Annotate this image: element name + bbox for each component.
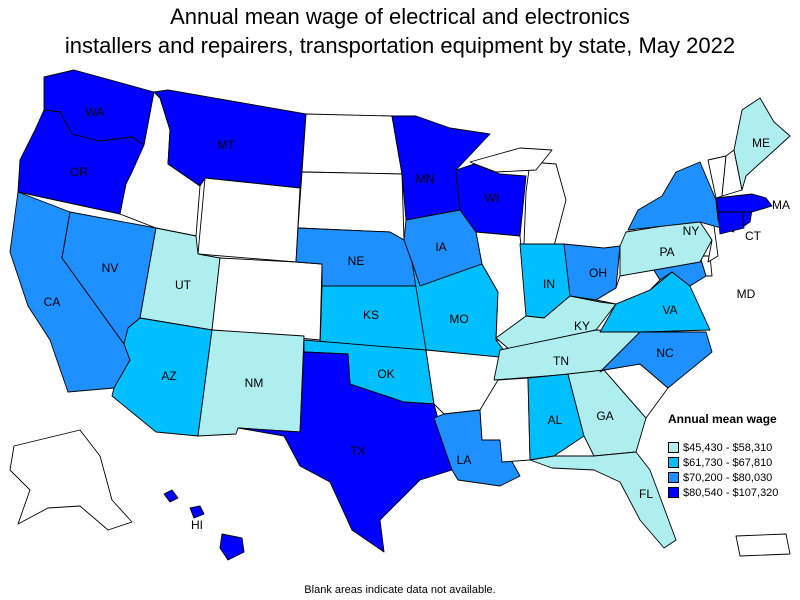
state-label-me: ME [752,136,770,150]
state-co [211,257,323,341]
state-label-ct: CT [745,229,762,243]
map-legend: Annual mean wage $45,430 - $58,310 $61,7… [668,412,798,500]
state-label-mo: MO [449,312,468,326]
state-hi [189,505,205,519]
state-hi [163,489,179,503]
state-wy [197,177,301,263]
state-ct [717,209,745,235]
state-label-ok: OK [377,367,394,381]
state-label-hi: HI [191,518,203,532]
state-label-nc: NC [656,346,674,360]
legend-swatch [668,472,679,483]
legend-swatch [668,487,679,498]
state-label-la: LA [457,453,472,467]
state-hi [219,533,245,561]
state-mt [153,89,307,189]
state-label-fl: FL [639,487,653,501]
legend-title: Annual mean wage [668,412,777,426]
state-label-az: AZ [161,369,176,383]
state-label-ny: NY [683,224,700,238]
state-label-in: IN [543,277,555,291]
legend-label: $70,200 - $80,030 [683,471,773,484]
state-label-ne: NE [348,254,365,268]
state-label-ma: MA [772,198,790,212]
state-ak [9,429,133,531]
state-label-ca: CA [44,295,61,309]
legend-label: $80,540 - $107,320 [683,486,779,499]
legend-item: $45,430 - $58,310 [668,440,798,455]
state-label-oh: OH [589,266,607,280]
state-ma [715,193,773,213]
state-label-ia: IA [435,240,446,254]
state-label-va: VA [662,303,677,317]
state-label-md: MD [737,287,756,301]
state-fl [529,451,677,549]
state-label-ks: KS [363,308,379,322]
state-label-tn: TN [553,354,569,368]
state-al [527,373,585,461]
map-title-line-2: installers and repairers, transportation… [64,33,736,58]
state-label-wa: WA [86,105,105,119]
legend-label: $45,430 - $58,310 [683,441,773,454]
legend-swatch [668,457,679,468]
state-label-pa: PA [659,245,674,259]
state-mi [469,147,553,173]
state-label-ga: GA [596,409,613,423]
state-me [733,97,791,191]
footnote: Blank areas indicate data not available. [304,584,496,596]
state-label-ut: UT [175,278,192,292]
state-label-mn: MN [416,172,435,186]
map-title: Annual mean wage of electrical and elect… [0,2,800,60]
state-label-nv: NV [102,261,119,275]
state-mi [523,161,567,247]
legend-label: $61,730 - $67,810 [683,456,773,469]
legend-item: $70,200 - $80,030 [668,470,798,485]
state-label-ky: KY [574,319,590,333]
legend-item: $80,540 - $107,320 [668,485,798,500]
state-tx [237,351,453,553]
state-label-al: AL [548,413,563,427]
state-nd [301,113,403,175]
map-title-line-1: Annual mean wage of electrical and elect… [170,4,630,29]
state-pr [735,533,791,557]
state-label-tx: TX [350,444,365,458]
state-label-or: OR [70,165,88,179]
legend-item: $61,730 - $67,810 [668,455,798,470]
state-label-nm: NM [245,376,264,390]
state-label-mt: MT [217,138,235,152]
state-label-wi: WI [485,191,500,205]
legend-swatch [668,442,679,453]
